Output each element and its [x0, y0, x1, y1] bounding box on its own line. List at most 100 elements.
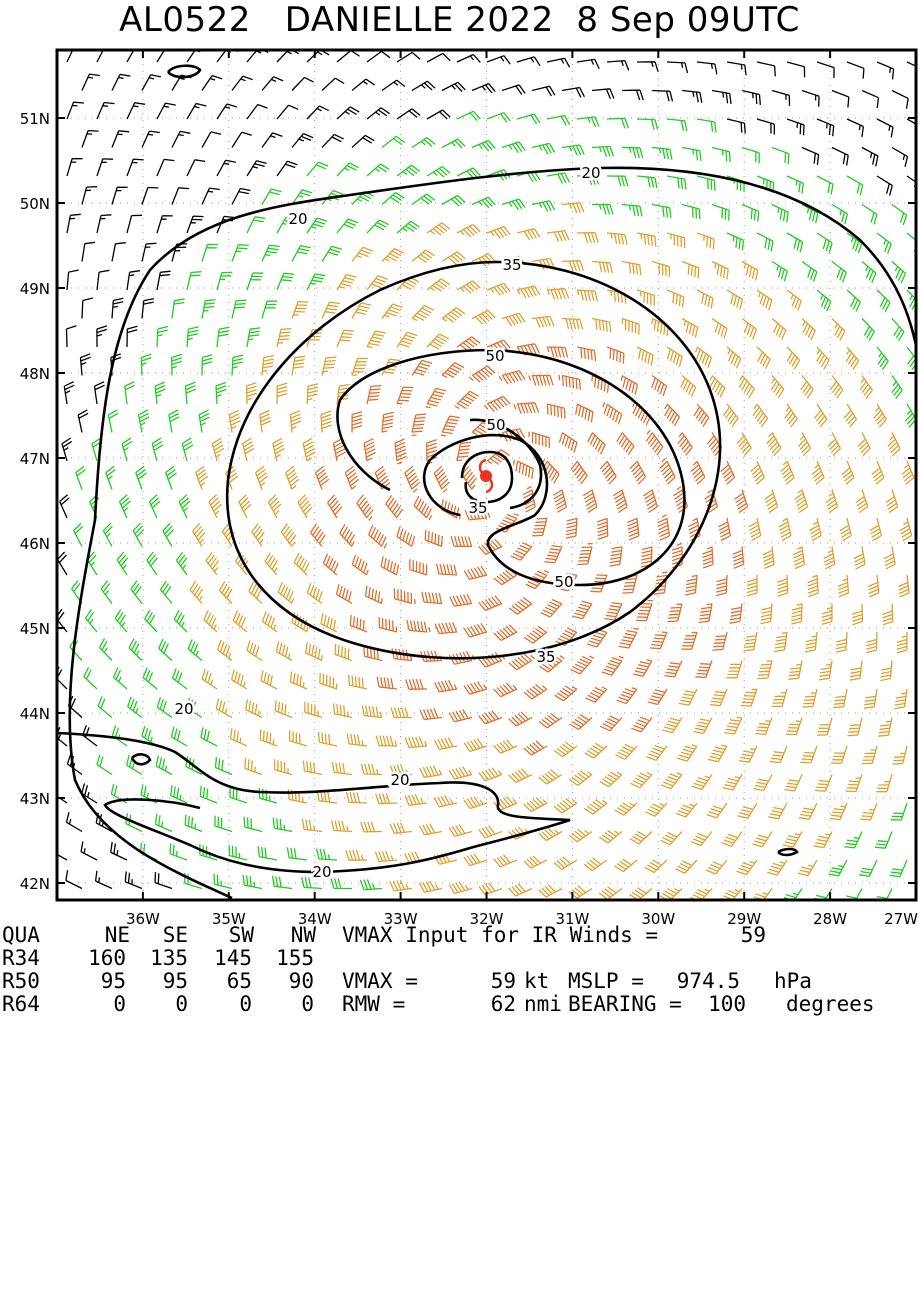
wind-barb — [363, 645, 383, 662]
wind-barb — [81, 783, 98, 804]
wind-barb — [891, 318, 905, 342]
sw-value: 0 — [239, 992, 252, 1016]
wind-barb — [456, 280, 481, 294]
wind-barb — [171, 298, 185, 319]
wind-barb — [666, 175, 687, 190]
wind-barb — [348, 674, 368, 690]
wind-barb — [643, 489, 658, 514]
wind-barb — [876, 118, 894, 138]
wind-barb — [546, 288, 570, 300]
wind-barb — [310, 523, 326, 547]
sw-value: 65 — [226, 969, 252, 993]
wind-barb — [814, 774, 833, 792]
wind-barb — [711, 317, 728, 339]
contour-20kt-south — [57, 731, 571, 874]
wind-barb — [816, 175, 834, 195]
wind-barb — [366, 385, 382, 405]
wind-barb — [844, 831, 863, 849]
wind-barb — [501, 141, 526, 154]
wind-barb — [651, 89, 674, 102]
wind-barb — [876, 346, 889, 370]
y-tick-label: 44N — [20, 705, 50, 723]
wind-barb — [245, 382, 257, 405]
wind-barb — [66, 753, 83, 776]
wind-barb — [111, 242, 126, 262]
wind-barb — [645, 802, 668, 817]
wind-barb — [816, 346, 830, 370]
wind-barb — [169, 785, 188, 804]
wind-barb — [508, 596, 533, 615]
wind-barb — [306, 582, 323, 605]
row-label: R64 — [2, 992, 40, 1016]
y-tick-label: 45N — [20, 620, 50, 638]
wind-barb — [321, 301, 340, 319]
wind-barb — [440, 415, 460, 437]
wind-barb — [861, 745, 878, 765]
wind-barb — [448, 824, 473, 837]
footer-header-row: QUA NE SE SW NW VMAX Input for IR Winds … — [0, 924, 766, 1131]
wind-barb — [301, 818, 323, 833]
wind-barb — [861, 260, 877, 283]
wind-barb — [584, 742, 608, 759]
se-value: 95 — [162, 969, 188, 993]
wind-barb — [327, 494, 343, 519]
wind-barb — [289, 730, 308, 747]
wind-barb — [448, 709, 473, 723]
wind-barb — [869, 517, 883, 542]
wind-barb — [847, 717, 863, 737]
wind-barb — [141, 186, 159, 205]
wind-barb — [746, 575, 758, 597]
wind-barb — [156, 158, 175, 177]
wind-barb — [664, 403, 681, 427]
wind-barb — [433, 795, 458, 808]
wind-barb — [726, 660, 743, 679]
wind-barb — [186, 271, 202, 291]
wind-barb — [863, 688, 878, 709]
mslp-unit: hPa — [774, 969, 812, 993]
wind-barb — [339, 523, 356, 547]
x-tick-label: 28W — [813, 910, 847, 924]
wind-barb — [898, 574, 910, 598]
wind-barb — [818, 660, 833, 681]
wind-barb — [604, 601, 623, 621]
wind-barb — [302, 760, 323, 776]
wind-barb — [587, 432, 606, 455]
wind-barb — [816, 61, 835, 79]
wind-barb — [867, 574, 880, 598]
wind-barb — [743, 631, 758, 652]
wind-barb — [261, 611, 278, 633]
wind-barb — [528, 374, 554, 386]
wind-barb — [681, 89, 703, 103]
wind-barb — [291, 133, 314, 148]
wind-barb — [375, 735, 398, 747]
footer-row-r50: R50 95 95 65 90 VMAX = 59 kt MSLP = 974.… — [0, 970, 812, 1269]
wind-barb — [649, 631, 668, 650]
wind-barb — [127, 696, 143, 719]
wind-barb — [696, 289, 714, 309]
wind-barb — [75, 465, 86, 490]
wind-barb — [306, 217, 328, 234]
wind-barb — [757, 660, 773, 680]
wind-barb — [876, 289, 891, 313]
wind-barb — [276, 160, 298, 177]
wind-barb — [844, 888, 863, 900]
wind-barb — [433, 852, 458, 865]
wind-barb — [471, 309, 496, 325]
wind-barb — [478, 595, 503, 612]
wind-barb — [344, 465, 360, 490]
wind-barb — [860, 802, 878, 821]
wind-barb — [583, 799, 608, 815]
wind-barb — [786, 232, 804, 253]
wind-barb — [568, 770, 593, 787]
wind-barb — [718, 517, 732, 542]
wind-barb — [498, 370, 526, 385]
wind-barb — [57, 551, 68, 576]
wind-barb — [287, 789, 308, 804]
wind-barb — [569, 714, 593, 731]
wind-barb — [276, 272, 295, 291]
y-tick-label: 42N — [20, 875, 50, 893]
wind-barb — [404, 736, 428, 749]
wind-barb — [111, 73, 131, 91]
wind-barb — [276, 104, 299, 120]
nw-value: 155 — [276, 946, 314, 970]
